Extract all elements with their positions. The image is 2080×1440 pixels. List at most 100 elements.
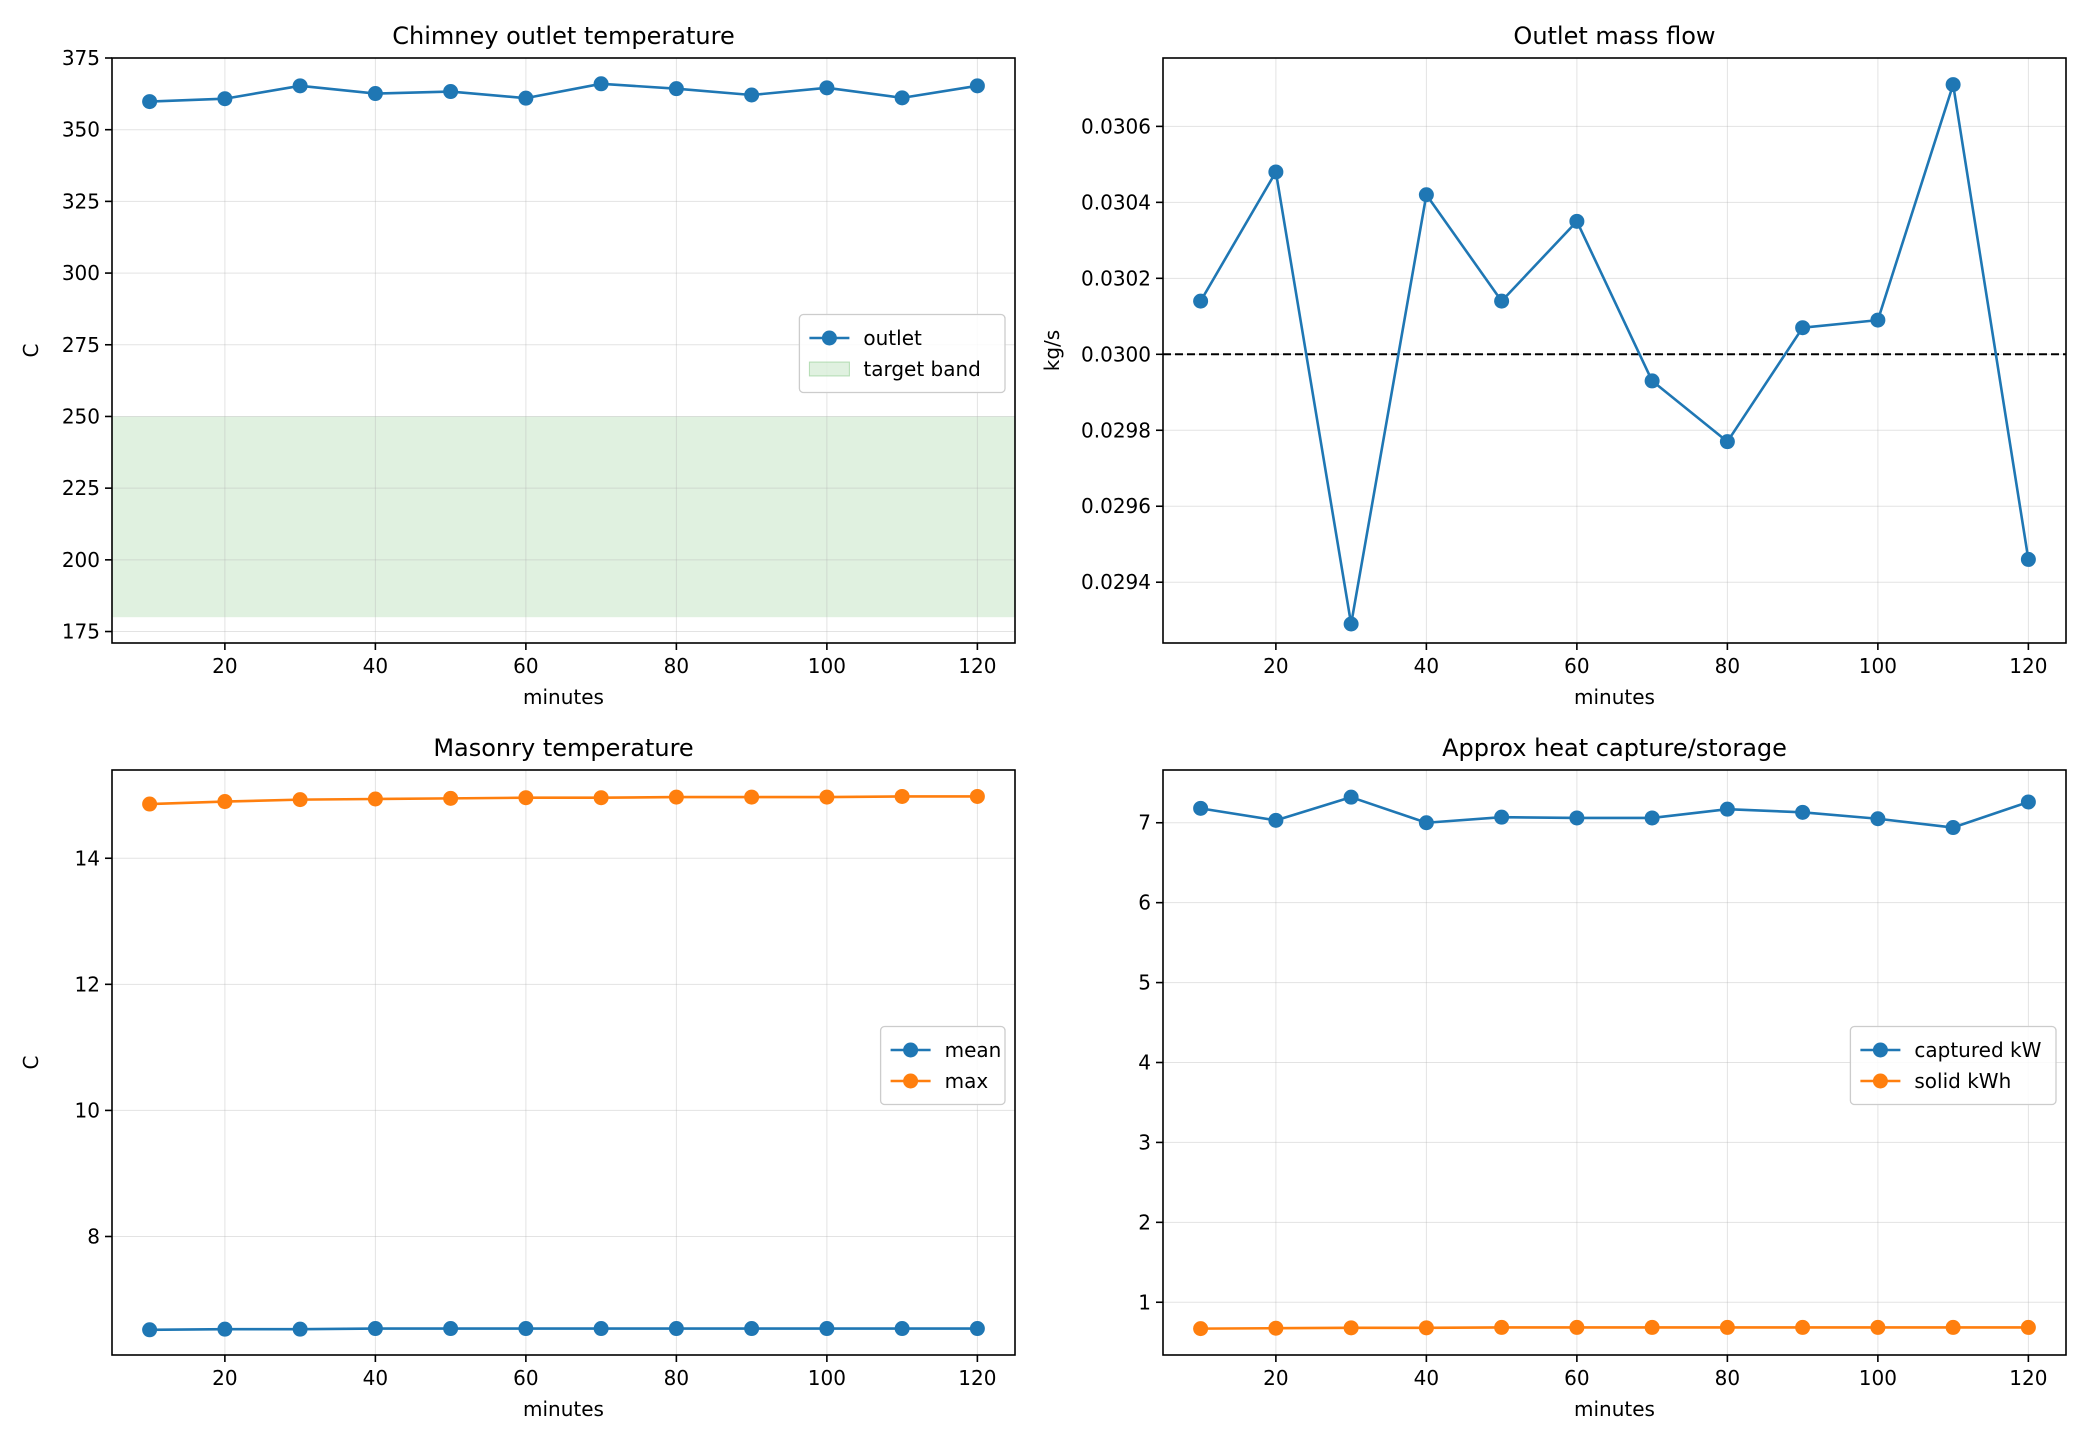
data-point	[969, 78, 985, 94]
data-point	[142, 1322, 158, 1338]
x-tick-label: 80	[664, 1366, 689, 1390]
data-point	[1193, 800, 1209, 816]
y-tick-label: 2	[1138, 1210, 1151, 1234]
data-point	[1945, 1319, 1961, 1335]
chart-panel-3: 20 40 60 80 100 120 8 10 12 14 Masonry temperature…	[19, 734, 1016, 1421]
x-tick-label: 120	[2009, 1366, 2047, 1390]
y-tick-label: 14	[75, 846, 100, 870]
x-tick-label: 60	[513, 654, 538, 678]
chart-panel-1: 20 40 60 80 100 120 175 200 225 250 275 300 325 350 37…	[19, 22, 1016, 709]
x-tick-label: 120	[958, 654, 996, 678]
series-line-max	[149, 795, 978, 806]
y-tick-label: 225	[62, 476, 100, 500]
data-point	[1945, 77, 1961, 93]
data-point	[593, 1321, 609, 1337]
data-point	[1268, 164, 1284, 180]
series-line-mean	[149, 1327, 978, 1332]
data-point	[2020, 794, 2036, 810]
y-tick-label: 0.0294	[1081, 570, 1151, 594]
data-point	[1494, 1319, 1510, 1335]
series-line-flow	[1199, 83, 2030, 626]
y-axis-label: C	[19, 1056, 43, 1070]
legend-label: mean	[945, 1038, 1002, 1062]
data-point	[217, 1321, 233, 1337]
data-point	[367, 791, 383, 807]
data-point	[1569, 213, 1585, 229]
legend-swatch-patch	[808, 361, 850, 377]
legend-label: max	[945, 1069, 989, 1093]
y-tick-label: 375	[62, 46, 100, 70]
data-point	[1870, 811, 1886, 827]
chart-title: Approx heat capture/storage	[1442, 734, 1787, 762]
data-point	[1795, 320, 1811, 336]
x-tick-label: 60	[1564, 654, 1589, 678]
x-tick-label: 120	[2009, 654, 2047, 678]
data-point	[1569, 810, 1585, 826]
data-point	[819, 789, 835, 805]
y-tick-label: 3	[1138, 1130, 1151, 1154]
x-tick-label: 20	[1263, 654, 1288, 678]
data-point	[518, 1321, 534, 1337]
chart-panel-2: 20 40 60 80 100 120 0.0294 0.0296 0.0298 0.0300 0.…	[1040, 22, 2067, 709]
data-point	[142, 94, 158, 110]
data-point	[744, 87, 760, 103]
x-axis-label: minutes	[523, 685, 604, 709]
y-tick-label: 8	[87, 1224, 100, 1248]
data-point	[1644, 810, 1660, 826]
data-point	[819, 80, 835, 96]
legend-label: captured kW	[1914, 1038, 2041, 1062]
y-axis-label: C	[19, 344, 43, 358]
legend-swatch-marker	[903, 1073, 919, 1089]
data-point	[744, 1321, 760, 1337]
data-point	[292, 1321, 308, 1337]
x-tick-label: 40	[1414, 1366, 1439, 1390]
x-tick-label: 40	[363, 654, 388, 678]
data-point	[1494, 293, 1510, 309]
data-point	[367, 1321, 383, 1337]
data-point	[1644, 373, 1660, 389]
data-point	[2020, 1319, 2036, 1335]
data-point	[969, 788, 985, 804]
data-point	[518, 790, 534, 806]
data-point	[1719, 801, 1735, 817]
legend-swatch-marker	[903, 1042, 919, 1058]
axes-frame	[1162, 57, 2067, 644]
y-tick-label: 4	[1138, 1051, 1151, 1075]
data-point	[894, 90, 910, 106]
y-tick-label: 0.0302	[1081, 266, 1151, 290]
data-point	[1569, 1319, 1585, 1335]
data-point	[142, 796, 158, 812]
data-point	[443, 1321, 459, 1337]
y-tick-label: 0.0300	[1081, 342, 1151, 366]
series-line-solid-kWh	[1200, 1326, 2029, 1330]
data-point	[1418, 187, 1434, 203]
legend-label: outlet	[863, 326, 922, 350]
chart-title: Chimney outlet temperature	[392, 22, 734, 50]
y-tick-label: 0.0298	[1081, 418, 1151, 442]
data-point	[292, 78, 308, 94]
y-tick-label: 12	[75, 972, 100, 996]
legend: captured kW solid kWh	[1849, 1025, 2057, 1106]
data-point	[1343, 789, 1359, 805]
y-tick-label: 0.0306	[1081, 114, 1151, 138]
legend-label: solid kWh	[1914, 1069, 2011, 1093]
data-point	[1494, 809, 1510, 825]
x-tick-label: 40	[363, 1366, 388, 1390]
y-tick-label: 175	[62, 620, 100, 644]
data-point	[894, 1321, 910, 1337]
data-point	[1945, 820, 1961, 836]
legend: outlet target band	[798, 313, 1006, 394]
data-point	[1418, 1320, 1434, 1336]
data-point	[1193, 1321, 1209, 1337]
data-point	[1719, 434, 1735, 450]
data-point	[744, 789, 760, 805]
data-point	[1193, 293, 1209, 309]
y-tick-label: 7	[1138, 811, 1151, 835]
target-band	[112, 416, 1015, 618]
x-tick-label: 80	[1715, 654, 1740, 678]
x-tick-label: 100	[808, 654, 846, 678]
data-point	[668, 1321, 684, 1337]
y-tick-label: 325	[62, 189, 100, 213]
x-tick-label: 80	[664, 654, 689, 678]
